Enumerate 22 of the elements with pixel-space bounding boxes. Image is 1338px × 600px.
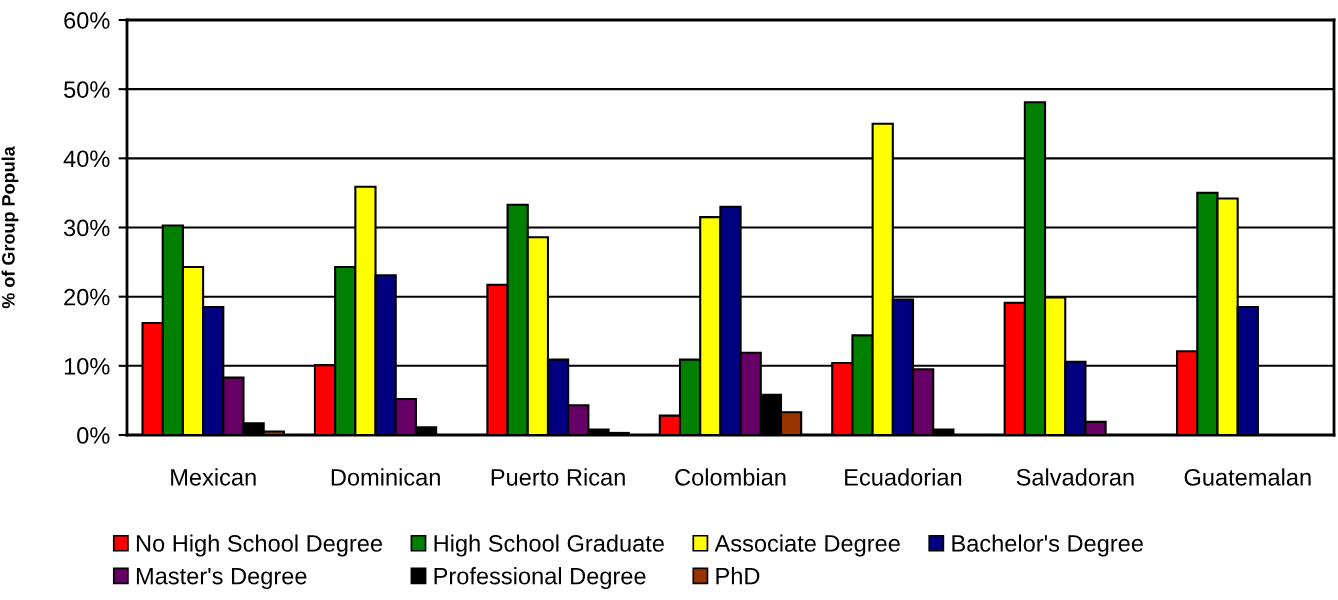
y-tick-label: 30% [63, 219, 110, 237]
legend-label: Professional Degree [434, 567, 646, 590]
y-axis-title: % of Group Popula [1, 146, 19, 309]
y-tick-label: 60% [64, 12, 110, 29]
legend-label: PhD [716, 567, 760, 585]
x-tick-label: Colombian [675, 468, 786, 486]
legend-label: Master's Degree [136, 567, 307, 590]
x-tick-label: Puerto Rican [491, 468, 625, 486]
y-tick-label: 20% [64, 288, 110, 306]
x-tick-label: Dominican [331, 468, 440, 486]
legend-label: Associate Degree [714, 534, 900, 557]
legend-label: Bachelor's Degree [952, 534, 1143, 557]
y-tick-label: 0% [77, 427, 110, 444]
y-tick-label: 50% [64, 81, 110, 98]
legend-label: High School Graduate [434, 534, 664, 557]
x-tick-label: Ecuadorian [845, 468, 962, 486]
legend-label: No High School Degree [136, 534, 383, 557]
x-tick-label: Mexican [171, 468, 256, 486]
y-tick-label: 40% [63, 150, 110, 168]
x-tick-label: Guatemalan [1184, 468, 1311, 486]
y-tick-label: 10% [64, 357, 110, 375]
x-tick-label: Salvadoran [1016, 468, 1134, 486]
